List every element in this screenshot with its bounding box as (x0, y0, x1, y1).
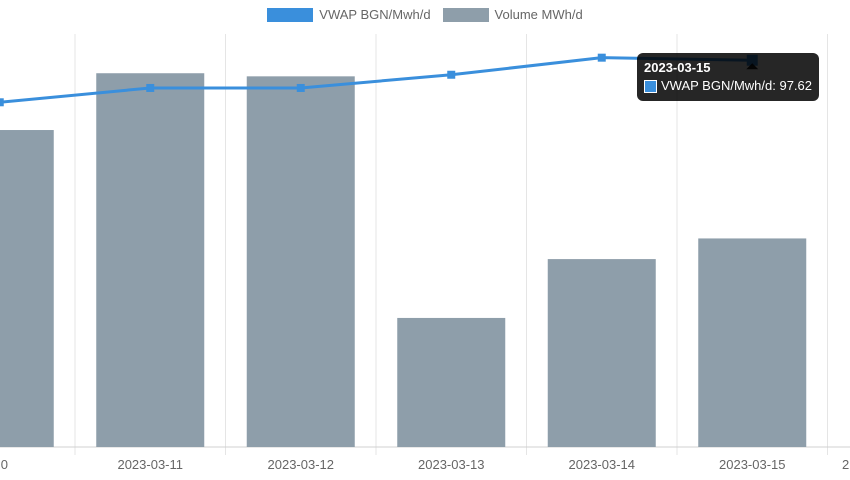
tooltip-row: VWAP BGN/Mwh/d: 97.62 (644, 77, 812, 95)
legend-item-volume[interactable]: Volume MWh/d (442, 7, 583, 22)
legend-label-volume: Volume MWh/d (494, 7, 583, 22)
point-vwap (146, 83, 155, 92)
legend-swatch-vwap (267, 7, 314, 22)
x-tick-label: 2 (842, 457, 849, 472)
point-vwap (447, 70, 456, 79)
point-vwap (0, 98, 4, 107)
x-tick-label: 2023-03-12 (268, 457, 335, 472)
x-tick-label: 2023-03-11 (117, 457, 183, 472)
x-tick-label: 2023-03-14 (569, 457, 636, 472)
bar-volume (698, 238, 807, 447)
line-vwap (0, 56, 753, 104)
tooltip-label: VWAP BGN/Mwh/d: 97.62 (661, 78, 813, 93)
x-tick-label: 2023-03-15 (719, 457, 786, 472)
bar-volume (397, 317, 506, 447)
chart-legend: VWAP BGN/Mwh/d Volume MWh/d (0, 7, 850, 22)
tooltip-title: 2023-03-15 (644, 60, 711, 75)
bar-volume (246, 76, 355, 448)
legend-swatch-volume (442, 7, 489, 22)
legend-label-vwap: VWAP BGN/Mwh/d (319, 7, 431, 22)
point-vwap (597, 53, 606, 62)
x-tick-label: 2023-03-13 (418, 457, 485, 472)
bar-volume (0, 130, 54, 447)
chart-tooltip: 2023-03-15 VWAP BGN/Mwh/d: 97.62 (637, 53, 820, 101)
bar-volume (547, 259, 656, 447)
x-tick-label: 0 (1, 457, 8, 472)
bar-volume (96, 73, 205, 448)
point-vwap (296, 83, 305, 92)
legend-item-vwap[interactable]: VWAP BGN/Mwh/d (267, 7, 431, 22)
tooltip-swatch (644, 79, 657, 93)
